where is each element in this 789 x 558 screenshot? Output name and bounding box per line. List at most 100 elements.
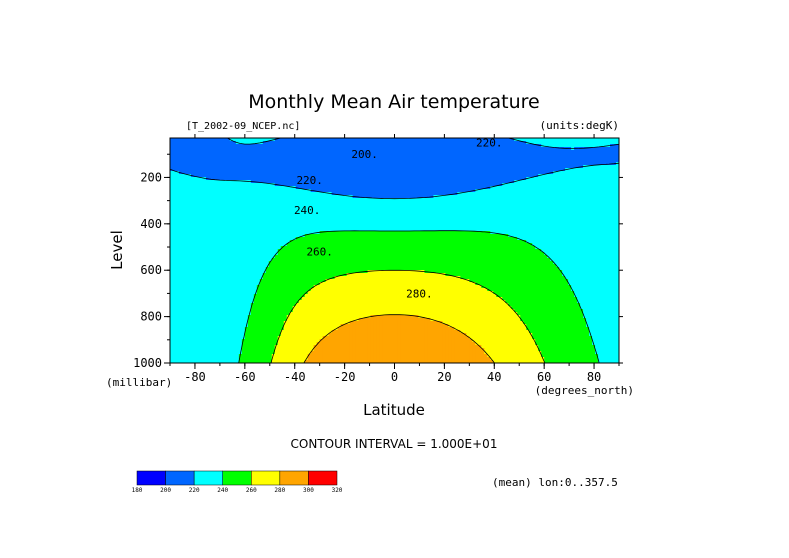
contour-cell <box>334 192 339 196</box>
contour-cell <box>265 207 270 211</box>
contour-cell <box>274 186 279 190</box>
contour-cell <box>253 228 258 232</box>
contour-cell <box>256 162 261 166</box>
contour-cell <box>214 159 219 163</box>
contour-cell <box>175 147 180 151</box>
contour-cell <box>361 207 366 211</box>
contour-cell <box>616 195 619 199</box>
contour-cell <box>613 144 617 148</box>
contour-cell <box>493 159 497 163</box>
contour-cell <box>589 138 593 142</box>
contour-cell <box>574 183 578 187</box>
contour-cell <box>181 234 186 238</box>
contour-cell <box>532 156 536 160</box>
contour-cell <box>472 165 476 169</box>
contour-cell <box>436 147 440 151</box>
contour-cell <box>508 201 512 205</box>
contour-cell <box>427 204 432 208</box>
contour-cell <box>373 183 378 187</box>
contour-cell <box>532 138 536 142</box>
contour-cell <box>532 219 536 223</box>
contour-cell <box>328 147 333 151</box>
contour-cell <box>544 177 548 181</box>
contour-cell <box>268 201 273 205</box>
contour-cell <box>589 201 593 205</box>
contour-cell <box>313 171 318 175</box>
contour-cell <box>604 204 608 208</box>
contour-cell <box>382 168 387 172</box>
contour-cell <box>202 189 207 193</box>
contour-cell <box>505 192 509 196</box>
contour-cell <box>170 165 174 169</box>
contour-cell <box>418 138 423 142</box>
contour-cell <box>388 165 393 169</box>
contour-cell <box>247 150 252 154</box>
contour-cell <box>349 231 354 235</box>
contour-cell <box>268 147 273 151</box>
contour-cell <box>256 153 261 157</box>
contour-cell <box>532 141 536 145</box>
contour-cell <box>490 183 494 187</box>
contour-cell <box>562 219 566 223</box>
contour-cell <box>340 171 345 175</box>
contour-cell <box>397 192 402 196</box>
contour-cell <box>307 195 312 199</box>
contour-cell <box>277 168 282 172</box>
contour-cell <box>241 204 246 208</box>
contour-cell <box>208 168 213 172</box>
contour-cell <box>352 150 357 154</box>
contour-cell <box>511 138 515 142</box>
contour-cell <box>427 153 432 157</box>
contour-cell <box>445 210 449 214</box>
contour-cell <box>475 192 479 196</box>
contour-cell <box>388 162 393 166</box>
contour-cell <box>553 189 557 193</box>
contour-cell <box>211 213 216 217</box>
contour-cell <box>319 222 324 226</box>
contour-cell <box>505 156 509 160</box>
contour-cell <box>391 171 396 175</box>
contour-cell <box>547 231 551 235</box>
contour-cell <box>190 141 195 145</box>
contour-cell <box>205 210 210 214</box>
contour-cell <box>523 213 527 217</box>
contour-cell <box>220 228 225 232</box>
contour-cell <box>217 231 222 235</box>
contour-cell <box>397 198 402 202</box>
contour-cell <box>253 225 258 229</box>
contour-cell <box>493 210 497 214</box>
contour-cell <box>175 231 180 235</box>
contour-cell <box>541 219 545 223</box>
contour-cell <box>187 153 192 157</box>
contour-cell <box>460 207 464 211</box>
contour-cell <box>271 231 276 235</box>
contour-cell <box>445 198 449 202</box>
contour-cell <box>430 153 435 157</box>
contour-cell <box>361 138 366 142</box>
contour-cell <box>340 174 345 178</box>
contour-cell <box>184 195 189 199</box>
contour-cell <box>592 225 596 229</box>
contour-cell <box>442 141 446 145</box>
contour-cell <box>343 219 348 223</box>
contour-cell <box>418 168 423 172</box>
contour-cell <box>304 222 309 226</box>
contour-cell <box>202 177 207 181</box>
contour-cell <box>490 162 494 166</box>
contour-cell <box>601 141 605 145</box>
contour-cell <box>289 153 294 157</box>
contour-cell <box>616 213 619 217</box>
contour-cell <box>373 156 378 160</box>
contour-cell <box>328 138 333 142</box>
contour-cell <box>472 159 476 163</box>
contour-cell <box>616 228 619 232</box>
contour-cell <box>307 204 312 208</box>
contour-cell <box>484 171 488 175</box>
contour-cell <box>550 219 554 223</box>
contour-cell <box>367 186 372 190</box>
contour-cell <box>493 144 497 148</box>
contour-cell <box>472 216 476 220</box>
contour-cell <box>385 183 390 187</box>
contour-cell <box>604 222 608 226</box>
contour-cell <box>175 192 180 196</box>
